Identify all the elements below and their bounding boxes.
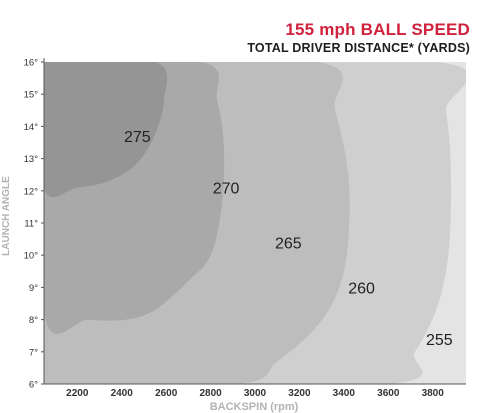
y-tick-label: 8° [29, 315, 38, 326]
y-tick-label: 10° [24, 251, 39, 262]
y-tick-label: 15° [24, 90, 39, 101]
x-tick-label: 3600 [377, 388, 400, 399]
zone-label-270: 270 [213, 181, 240, 198]
zone-labels: 255 260 265 270 275 [124, 129, 453, 349]
x-tick-label: 3000 [244, 388, 267, 399]
zone-label-255: 255 [426, 332, 453, 349]
y-tick-label: 14° [24, 122, 39, 133]
y-tick-label: 12° [24, 186, 39, 197]
x-tick-label: 2800 [199, 388, 222, 399]
zone-label-275: 275 [124, 129, 151, 146]
y-tick-label: 13° [24, 154, 39, 165]
x-tick-label: 3400 [333, 388, 356, 399]
x-tick-label: 2200 [66, 388, 89, 399]
zone-label-260: 260 [348, 280, 375, 297]
y-tick-label: 9° [29, 283, 38, 294]
y-axis-label: LAUNCH ANGLE [1, 176, 12, 256]
y-tick-label: 11° [24, 219, 38, 230]
x-tick-label: 2600 [155, 388, 178, 399]
x-axis-label: BACKSPIN (rpm) [210, 401, 299, 413]
chart-title: 155 mph BALL SPEED [285, 20, 470, 39]
x-tick-label: 2400 [111, 388, 134, 399]
zone-275 [44, 62, 168, 198]
x-tick-label: 3800 [422, 388, 445, 399]
zone-label-265: 265 [275, 235, 302, 252]
distance-zones [44, 62, 466, 384]
y-tick-label: 7° [29, 347, 38, 358]
axes: 6° 7° 8° 9° 10° 11° 12° 13° 14° 15° 16° 2200 2400 260… [24, 58, 466, 399]
chart-subtitle: TOTAL DRIVER DISTANCE* (YARDS) [247, 41, 470, 55]
y-tick-label: 16° [24, 58, 39, 69]
x-tick-label: 3200 [288, 388, 311, 399]
y-tick-label: 6° [29, 380, 38, 391]
